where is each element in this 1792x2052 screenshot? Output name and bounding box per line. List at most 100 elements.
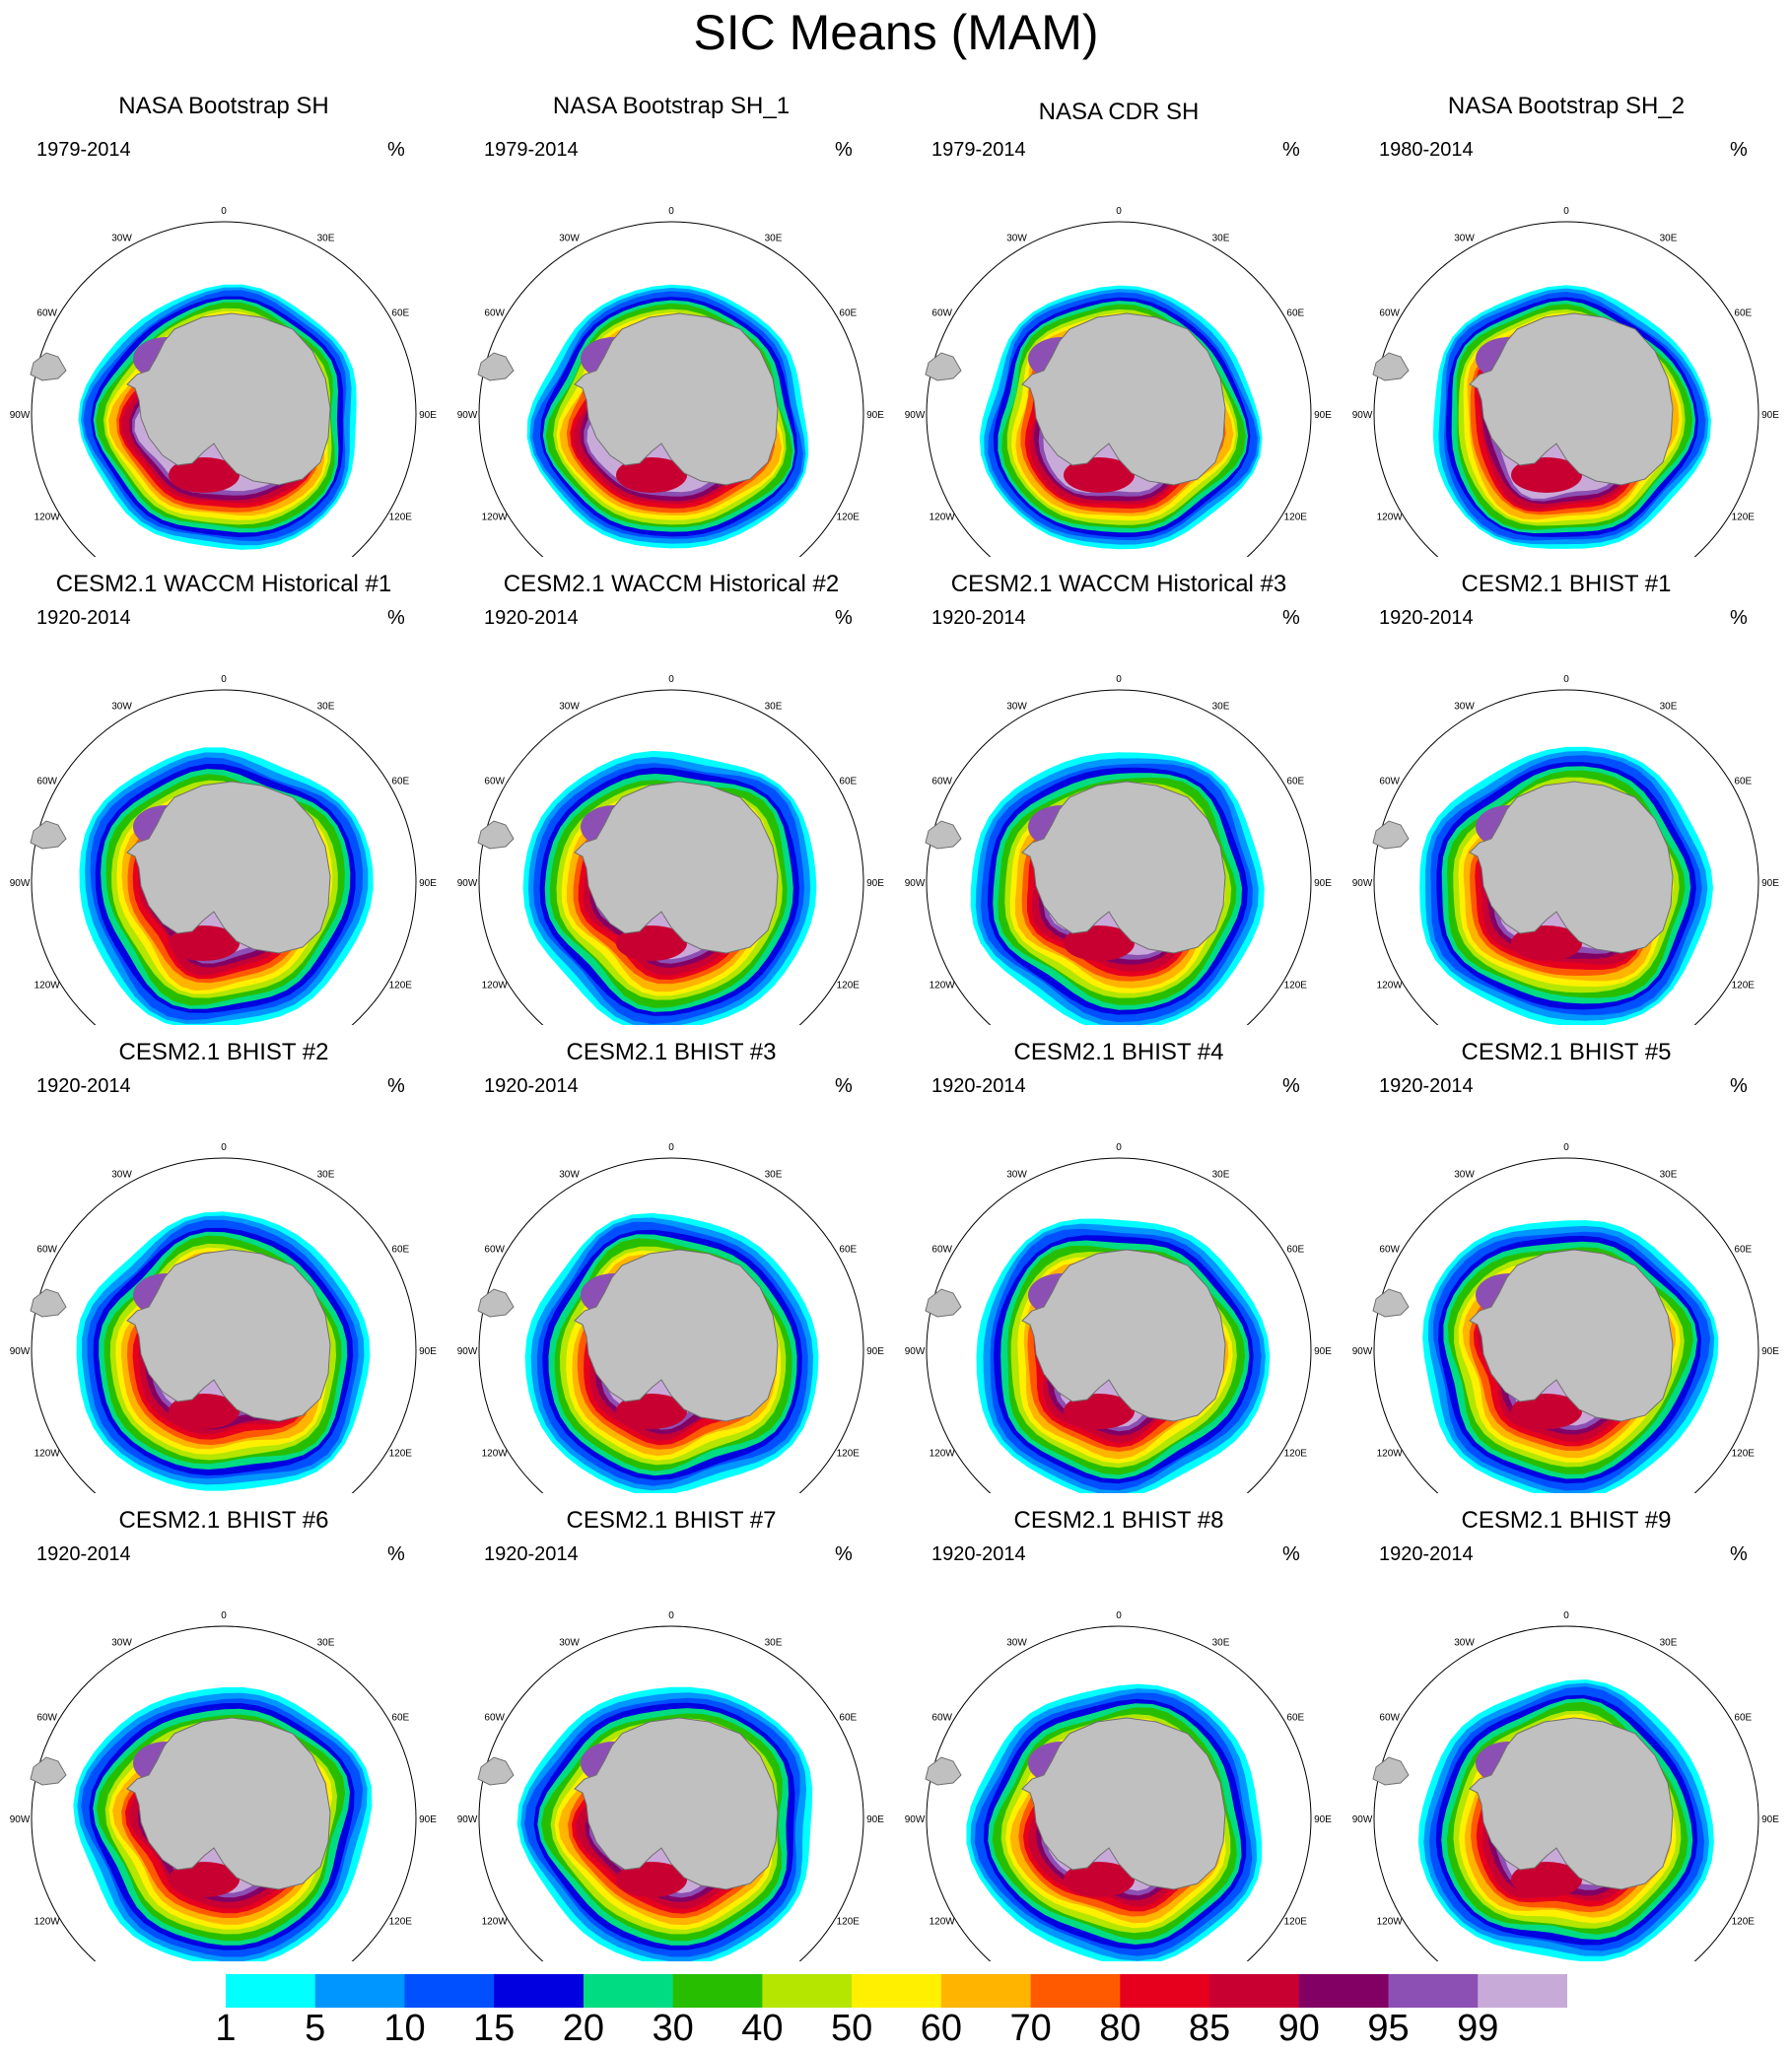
panel-title: CESM2.1 BHIST #4 bbox=[1013, 1039, 1224, 1065]
panel-period: 1920-2014 bbox=[1379, 1075, 1474, 1097]
polar-map: 030E60E90E120E150E180150W120W90W60W30W bbox=[457, 1142, 884, 1493]
polar-map: 030E60E90E120E150E180150W120W90W60W30W bbox=[905, 206, 1332, 557]
panel-unit: % bbox=[387, 1075, 405, 1097]
map-panel: CESM2.1 WACCM Historical #1 1920-2014% 0 30… bbox=[0, 557, 448, 1025]
longitude-label: 60W bbox=[1379, 308, 1400, 319]
panel-unit: % bbox=[1730, 607, 1748, 629]
map-panel: CESM2.1 BHIST #4 1920-2014% 0 30E 60E 90E 120E… bbox=[895, 1025, 1343, 1493]
south-america-land bbox=[925, 1756, 962, 1786]
longitude-label: 60E bbox=[1734, 308, 1752, 319]
longitude-label: 90E bbox=[419, 878, 437, 889]
longitude-label: 90E bbox=[1761, 1814, 1779, 1825]
south-america-land bbox=[1372, 1756, 1410, 1786]
longitude-label: 120E bbox=[1284, 513, 1308, 523]
colorbar-swatch bbox=[1298, 1974, 1390, 2008]
longitude-label: 120E bbox=[1732, 1917, 1756, 1928]
longitude-label: 60E bbox=[1734, 1713, 1752, 1724]
longitude-label: 30E bbox=[1660, 1170, 1678, 1181]
panel-title: NASA CDR SH bbox=[1038, 99, 1200, 125]
panel-period: 1979-2014 bbox=[36, 139, 131, 161]
panel-period: 1920-2014 bbox=[484, 1543, 579, 1565]
colorbar-tick-label: 10 bbox=[383, 2008, 426, 2049]
longitude-label: 90E bbox=[866, 1814, 884, 1825]
south-america-land bbox=[925, 1288, 962, 1318]
longitude-label: 120E bbox=[1284, 1449, 1308, 1460]
map-boundary-circle bbox=[926, 1157, 1312, 1493]
longitude-label: 30E bbox=[765, 234, 783, 244]
map-boundary-circle bbox=[478, 689, 864, 1025]
longitude-label: 60W bbox=[36, 1713, 57, 1724]
antarctica-land bbox=[574, 312, 779, 486]
panel-unit: % bbox=[835, 139, 853, 161]
longitude-label: 60E bbox=[839, 308, 857, 319]
longitude-label: 60W bbox=[484, 1713, 505, 1724]
longitude-label: 120E bbox=[389, 513, 413, 523]
colorbar-swatch bbox=[583, 1974, 674, 2008]
colorbar-swatch bbox=[314, 1974, 405, 2008]
map-panel: NASA CDR SH1979-2014%030E60E90E120E150E1… bbox=[895, 89, 1343, 557]
polar-map: 030E60E90E120E150E180150W120W90W60W30W bbox=[905, 1142, 1332, 1493]
longitude-label: 30E bbox=[1212, 1638, 1230, 1649]
longitude-label: 120W bbox=[482, 981, 509, 992]
panel-unit: % bbox=[1282, 139, 1300, 161]
longitude-label: 90E bbox=[1314, 1814, 1332, 1825]
antarctica-land bbox=[574, 781, 779, 954]
longitude-label: 30E bbox=[765, 1170, 783, 1181]
longitude-label: 120W bbox=[34, 981, 61, 992]
map-panel: CESM2.1 BHIST #5 1920-2014% 0 30E 60E 90E 120E… bbox=[1343, 1025, 1790, 1493]
polar-map: 030E60E90E120E150E180150W120W90W60W30W bbox=[10, 674, 437, 1025]
longitude-label: 30W bbox=[559, 234, 580, 244]
map-boundary-circle bbox=[1373, 1157, 1759, 1493]
colorbar-tick-label: 90 bbox=[1277, 2008, 1320, 2049]
longitude-label: 0 bbox=[668, 1142, 674, 1153]
polar-map: 030E60E90E120E150E180150W120W90W60W30W bbox=[905, 674, 1332, 1025]
south-america-land bbox=[30, 820, 67, 850]
panel-unit: % bbox=[835, 1075, 853, 1097]
longitude-label: 90E bbox=[419, 1814, 437, 1825]
colorbar-tick-label: 30 bbox=[652, 2008, 694, 2049]
panel-unit: % bbox=[1282, 1543, 1300, 1565]
longitude-label: 120W bbox=[34, 1449, 61, 1460]
map-panel-grid: NASA Bootstrap SH 1979-2014% 0 30E 60E 90E 120… bbox=[0, 89, 1790, 1961]
longitude-label: 90E bbox=[866, 410, 884, 421]
longitude-label: 30W bbox=[1454, 234, 1475, 244]
longitude-label: 30E bbox=[1660, 702, 1678, 713]
longitude-label: 60E bbox=[391, 308, 409, 319]
map-boundary-circle bbox=[1373, 689, 1759, 1025]
longitude-label: 90W bbox=[10, 410, 31, 421]
longitude-label: 60W bbox=[931, 308, 952, 319]
map-boundary-circle bbox=[31, 1625, 417, 1961]
colorbar-tick-label: 95 bbox=[1367, 2008, 1410, 2049]
longitude-label: 90W bbox=[10, 878, 31, 889]
longitude-label: 120E bbox=[389, 981, 413, 992]
longitude-label: 120E bbox=[389, 1917, 413, 1928]
longitude-label: 60E bbox=[839, 1713, 857, 1724]
longitude-label: 0 bbox=[221, 1142, 227, 1153]
longitude-label: 120W bbox=[1377, 1449, 1404, 1460]
longitude-label: 120E bbox=[1284, 1917, 1308, 1928]
longitude-label: 60E bbox=[839, 1245, 857, 1256]
panel-title: CESM2.1 BHIST #2 bbox=[118, 1039, 329, 1065]
longitude-label: 60W bbox=[484, 1245, 505, 1256]
antarctica-land bbox=[1469, 312, 1674, 486]
panel-title: CESM2.1 BHIST #9 bbox=[1461, 1507, 1672, 1534]
longitude-label: 0 bbox=[1116, 1142, 1122, 1153]
longitude-label: 60W bbox=[1379, 777, 1400, 787]
longitude-label: 60E bbox=[391, 777, 409, 787]
longitude-label: 60W bbox=[484, 777, 505, 787]
longitude-label: 90W bbox=[1352, 1814, 1373, 1825]
antarctica-land bbox=[1469, 1717, 1674, 1890]
south-america-land bbox=[30, 352, 67, 381]
colorbar-swatch bbox=[672, 1974, 763, 2008]
longitude-label: 60E bbox=[391, 1245, 409, 1256]
polar-map: 030E60E90E120E150E180150W120W90W60W30W bbox=[457, 1610, 884, 1961]
longitude-label: 0 bbox=[668, 674, 674, 685]
antarctica-land bbox=[1021, 312, 1226, 486]
longitude-label: 60E bbox=[391, 1713, 409, 1724]
longitude-label: 60W bbox=[931, 777, 952, 787]
longitude-label: 90W bbox=[457, 878, 478, 889]
polar-map: 030E60E90E120E150E180150W120W90W60W30W bbox=[1352, 206, 1779, 557]
panel-title: CESM2.1 BHIST #6 bbox=[118, 1507, 329, 1534]
longitude-label: 90W bbox=[457, 1814, 478, 1825]
longitude-label: 30W bbox=[1454, 702, 1475, 713]
